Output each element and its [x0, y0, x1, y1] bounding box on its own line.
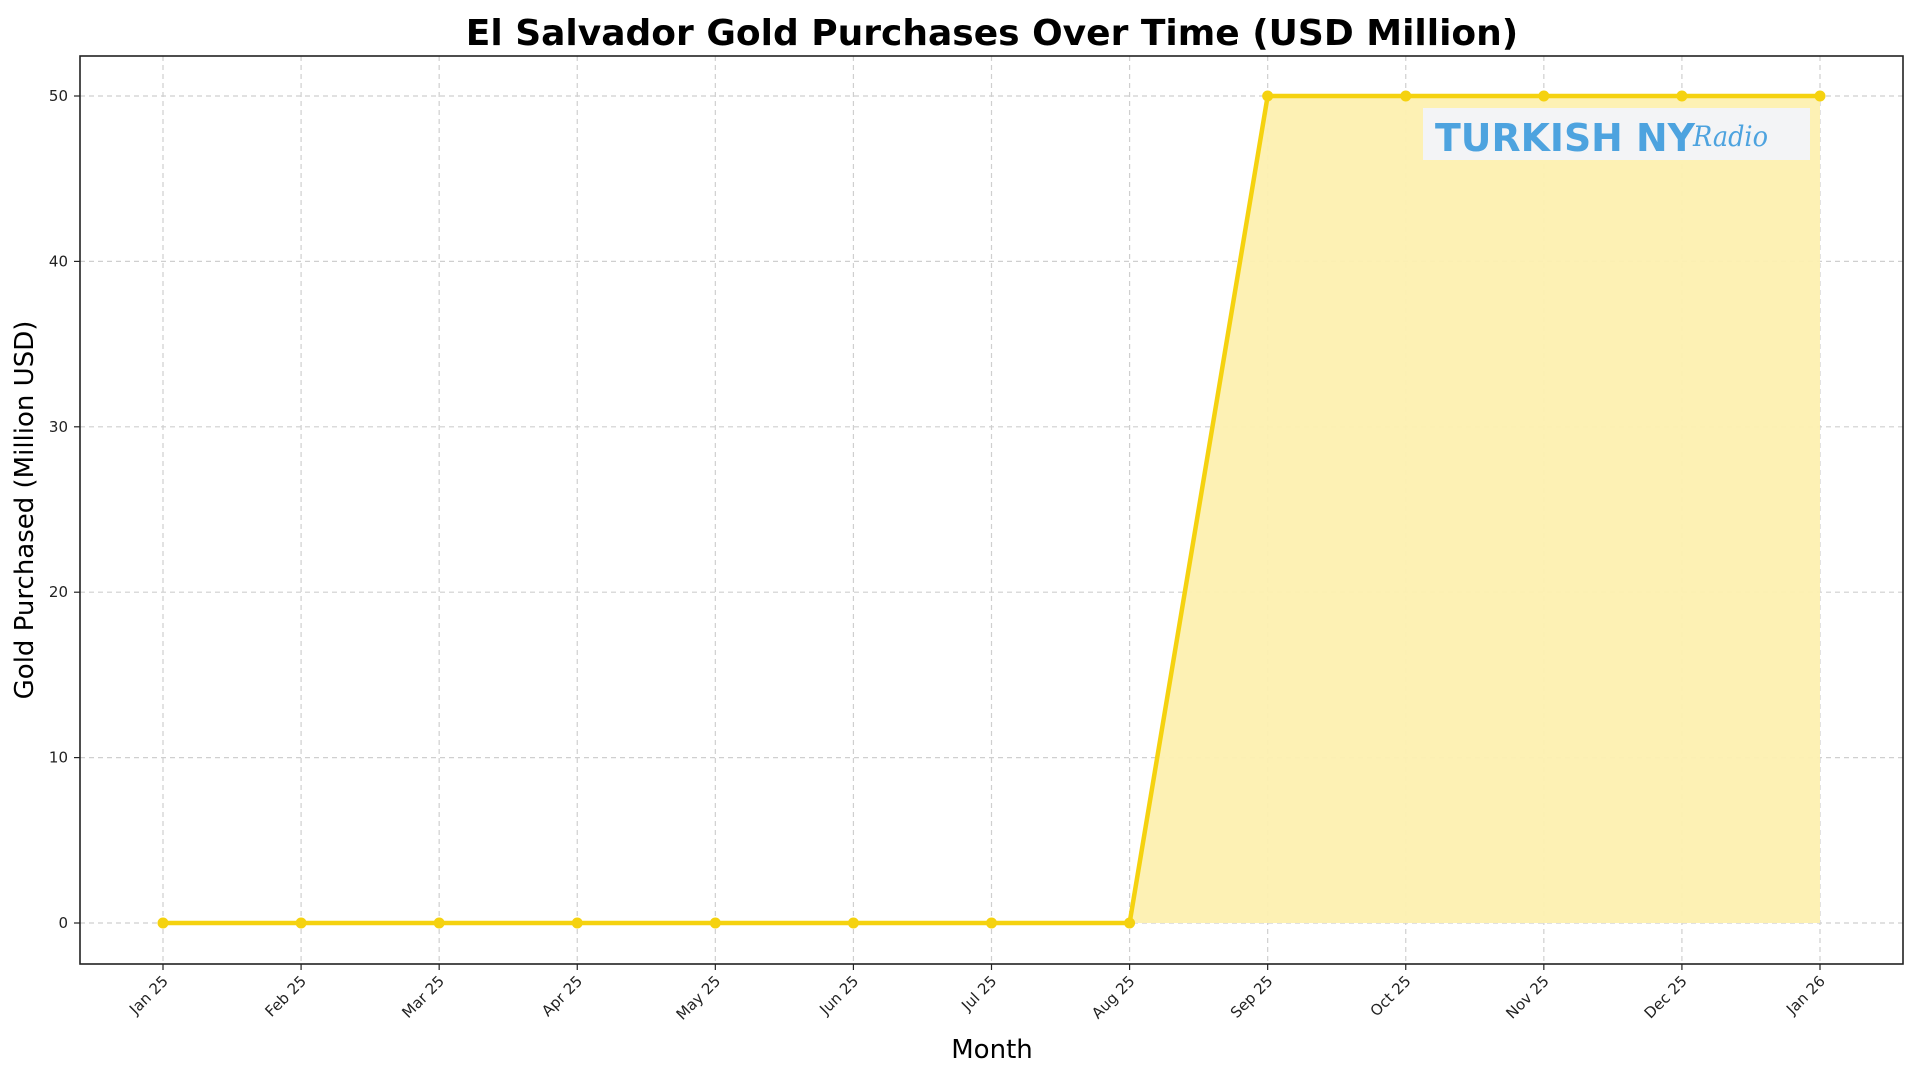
watermark-script-text: Radio [1692, 120, 1768, 153]
y-tick-label: 0 [58, 914, 68, 932]
x-tick-label: Aug 25 [1088, 972, 1138, 1022]
x-tick-label: Dec 25 [1641, 972, 1691, 1022]
x-tick-label: Jan 25 [125, 972, 172, 1019]
area-fill-shape [1129, 96, 1820, 923]
y-tick-label: 30 [49, 418, 68, 436]
x-tick-label: Nov 25 [1502, 972, 1552, 1022]
x-tick-label: Jul 25 [957, 972, 1000, 1015]
x-tick-label: Oct 25 [1367, 972, 1415, 1020]
data-point-marker [1814, 90, 1826, 102]
area-fill [1129, 96, 1820, 923]
y-axis-ticks: 0 10 20 30 40 50 [49, 87, 80, 932]
data-markers [157, 90, 1826, 929]
data-point-marker [433, 917, 445, 929]
x-tick-label: Sep 25 [1227, 972, 1277, 1022]
x-tick-label: Jan 26 [1782, 972, 1829, 1019]
x-axis-ticks: Jan 25 Feb 25 Mar 25 Apr 25 May 25 Jun 25 Jul … [125, 964, 1829, 1024]
data-point-marker [157, 917, 169, 929]
data-point-marker [1400, 90, 1412, 102]
y-tick-label: 10 [49, 749, 68, 767]
x-tick-label: May 25 [673, 972, 725, 1024]
watermark-main-text: TURKISH NY [1435, 116, 1695, 160]
x-tick-label: Mar 25 [398, 972, 448, 1022]
y-tick-label: 20 [49, 583, 68, 601]
y-axis-label: Gold Purchased (Million USD) [10, 321, 40, 700]
watermark-background [1423, 108, 1810, 160]
x-axis-label: Month [951, 1035, 1033, 1065]
data-point-marker [1538, 90, 1550, 102]
data-point-marker [1676, 90, 1688, 102]
x-tick-label: Jun 25 [815, 972, 862, 1019]
watermark: TURKISH NY Radio [1423, 108, 1810, 160]
chart-title: El Salvador Gold Purchases Over Time (US… [466, 13, 1519, 54]
data-point-marker [571, 917, 583, 929]
x-tick-label: Apr 25 [538, 972, 586, 1020]
data-point-marker [1262, 90, 1274, 102]
data-point-marker [986, 917, 997, 929]
data-point-marker [295, 917, 307, 929]
y-tick-label: 40 [49, 252, 68, 270]
x-tick-label: Feb 25 [262, 972, 310, 1020]
data-point-marker [709, 917, 721, 929]
data-point-marker [847, 917, 859, 929]
y-tick-label: 50 [49, 87, 68, 105]
data-point-marker [1124, 917, 1136, 929]
